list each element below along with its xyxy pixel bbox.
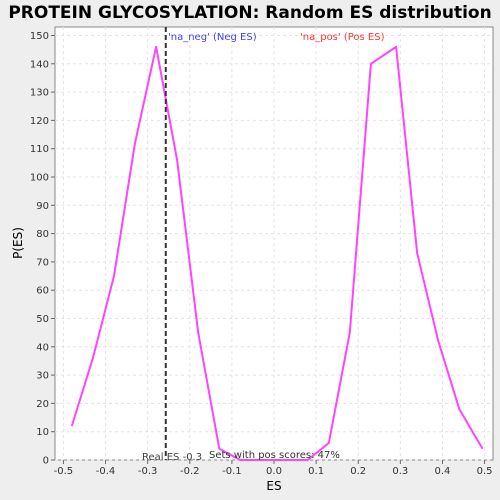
x-tick-label: -0.1	[222, 466, 242, 477]
y-tick-label: 150	[30, 31, 49, 42]
x-tick-label: -0.4	[96, 466, 116, 477]
y-tick-label: 100	[30, 172, 49, 183]
grid	[55, 27, 493, 461]
x-tick-label: 0.0	[266, 466, 282, 477]
x-tick-label: 0.5	[477, 466, 493, 477]
neg-es-label: 'na_neg' (Neg ES)	[168, 32, 257, 43]
y-tick-label: 140	[30, 59, 49, 70]
y-tick-label: 30	[36, 371, 49, 382]
y-tick-label: 60	[36, 286, 49, 297]
x-tick-label: -0.3	[138, 466, 158, 477]
y-tick-label: 50	[36, 314, 49, 325]
pos-es-label: 'na_pos' (Pos ES)	[300, 32, 385, 43]
x-axis-ticks: -0.5 -0.4 -0.3 -0.2 -0.1 0.0 0.1 0.2 0.3 0.4 0.5	[54, 460, 493, 477]
y-tick-label: 10	[36, 427, 49, 438]
x-tick-label: 0.4	[435, 466, 451, 477]
real-es-label: Real ES -0.3	[142, 452, 202, 463]
chart-title: PROTEIN GLYCOSYLATION: Random ES distrib…	[8, 3, 491, 23]
y-axis-label: P(ES)	[11, 227, 25, 259]
y-tick-label: 80	[36, 229, 49, 240]
sets-pos-label: Sets with pos scores: 47%	[209, 450, 340, 461]
y-tick-label: 20	[36, 399, 49, 410]
y-tick-label: 0	[43, 456, 49, 467]
y-tick-label: 70	[36, 257, 49, 268]
y-tick-label: 120	[30, 116, 49, 127]
series-group	[70, 45, 484, 461]
x-tick-label: 0.3	[392, 466, 408, 477]
y-tick-label: 110	[30, 144, 49, 155]
x-tick-label: 0.2	[350, 466, 366, 477]
y-axis-ticks: 0 10 20 30 40 50 60 70 80 90 100 110 120 130 140 150	[30, 31, 55, 467]
y-tick-label: 40	[36, 342, 49, 353]
y-tick-label: 130	[30, 88, 49, 99]
x-tick-label: -0.5	[54, 466, 74, 477]
x-tick-label: -0.2	[180, 466, 200, 477]
x-tick-label: 0.1	[308, 466, 324, 477]
x-axis-label: ES	[266, 479, 281, 493]
y-tick-label: 90	[36, 201, 49, 212]
series-line	[70, 45, 484, 461]
